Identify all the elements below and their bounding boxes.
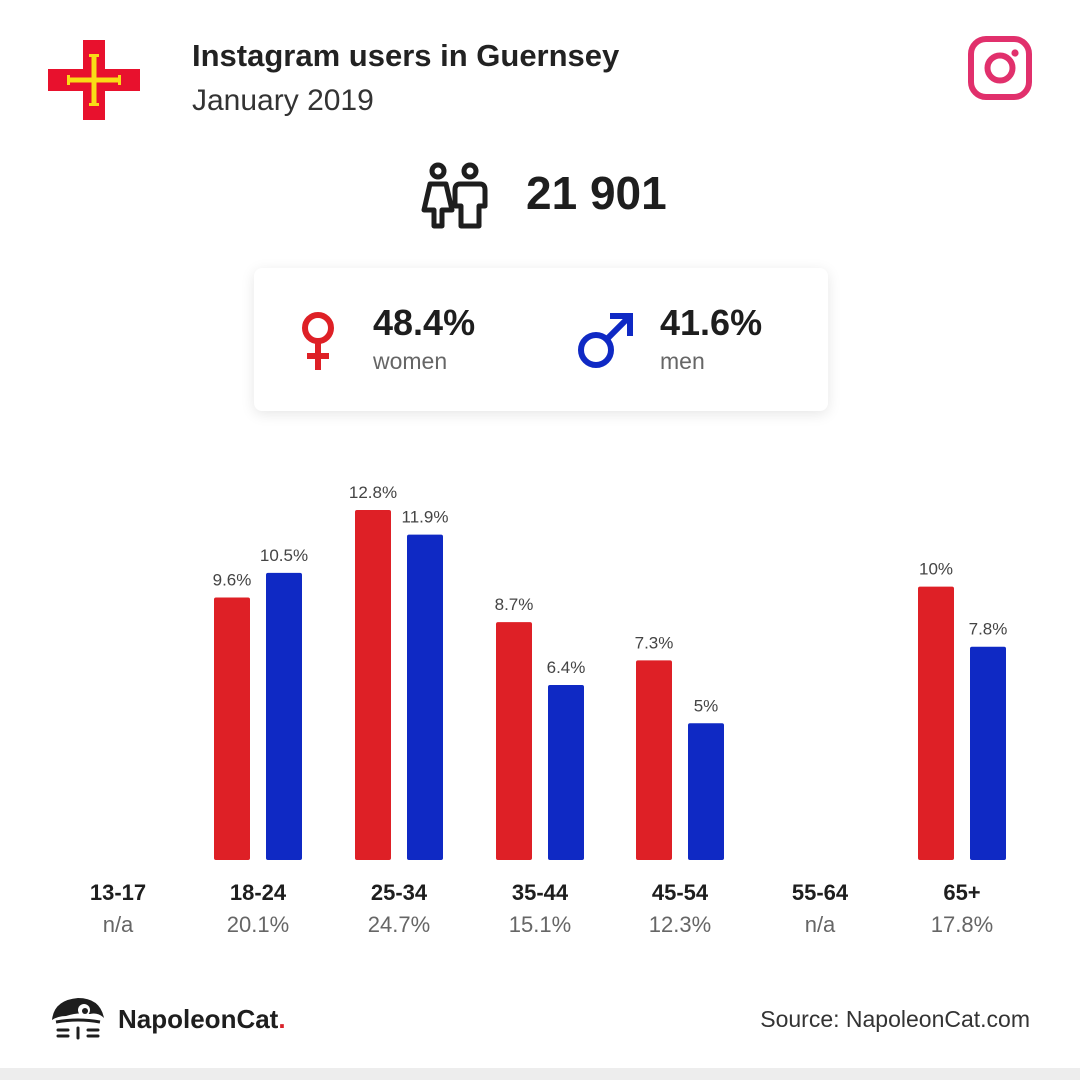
category-label: 35-44 [512, 880, 569, 905]
bar-women-18-24 [214, 597, 250, 860]
category-total-label: 17.8% [931, 912, 993, 937]
bar-value-label: 6.4% [547, 658, 586, 677]
bar-value-label: 9.6% [213, 571, 252, 590]
category-total-label: n/a [805, 912, 836, 937]
bar-women-45-54 [636, 660, 672, 860]
bar-women-25-34 [355, 510, 391, 860]
men-percentage: 41.6% [660, 302, 763, 343]
bar-men-65+ [970, 646, 1006, 860]
bar-value-label: 5% [694, 696, 719, 715]
guernsey-flag-icon [48, 40, 140, 120]
bar-value-label: 10% [919, 560, 953, 579]
category-label: 13-17 [90, 880, 146, 905]
bar-women-35-44 [496, 622, 532, 860]
age-gender-bar-chart: 13-17 n/a 9.6% 10.5% 18-24 20.1% 12.8% 11.9% 25-… [90, 483, 1008, 937]
brand-name: NapoleonCat. [118, 1004, 286, 1035]
women-percentage: 48.4% [373, 302, 476, 343]
category-label: 65+ [943, 880, 980, 905]
category-label: 45-54 [652, 880, 709, 905]
men-label: men [660, 348, 705, 374]
source-credit: Source: NapoleonCat.com [760, 1006, 1030, 1032]
bar-value-label: 8.7% [495, 595, 534, 614]
brand-name-text: NapoleonCat [118, 1004, 279, 1034]
chart-subtitle: January 2019 [192, 84, 374, 117]
female-symbol-icon [302, 312, 334, 370]
napoleoncat-logo-icon [52, 998, 104, 1040]
category-label: 55-64 [792, 880, 849, 905]
chart-title: Instagram users in Guernsey [192, 38, 620, 73]
gender-card [254, 268, 828, 411]
category-total-label: 15.1% [509, 912, 571, 937]
total-users-count: 21 901 [526, 167, 667, 219]
category-total-label: 20.1% [227, 912, 289, 937]
bar-men-35-44 [548, 685, 584, 860]
category-label: 18-24 [230, 880, 287, 905]
bar-men-25-34 [407, 534, 443, 860]
bar-men-45-54 [688, 723, 724, 860]
bar-value-label: 11.9% [402, 508, 449, 527]
instagram-icon [968, 36, 1032, 100]
male-symbol-icon [578, 313, 633, 368]
category-total-label: n/a [103, 912, 134, 937]
bar-men-18-24 [266, 572, 302, 860]
bottom-strip [0, 1068, 1080, 1080]
users-icon [421, 162, 488, 229]
bar-women-65+ [918, 586, 954, 860]
women-label: women [373, 348, 448, 374]
category-total-label: 12.3% [649, 912, 711, 937]
bar-value-label: 12.8% [349, 483, 397, 502]
category-total-label: 24.7% [368, 912, 430, 937]
brand-dot: . [278, 1004, 286, 1034]
bar-value-label: 10.5% [260, 546, 308, 565]
category-label: 25-34 [371, 880, 428, 905]
bar-value-label: 7.8% [969, 620, 1008, 639]
bar-value-label: 7.3% [635, 633, 674, 652]
